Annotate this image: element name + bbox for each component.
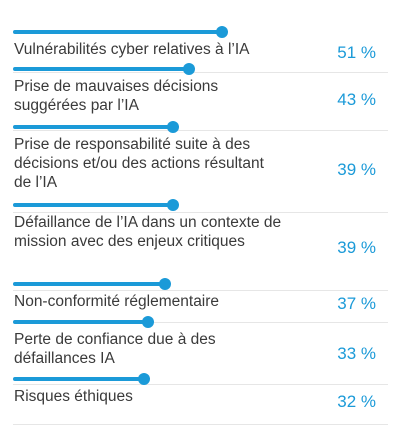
category-label: Défaillance de l’IA dans un contexte de … xyxy=(14,214,282,250)
value-label: 39 % xyxy=(337,238,376,257)
bar-end-dot xyxy=(138,373,151,385)
bar xyxy=(13,203,173,207)
bar xyxy=(13,67,190,71)
bar-end-dot xyxy=(216,26,229,38)
category-label: Perte de confiance due à des défaillance… xyxy=(14,331,216,367)
row-separator xyxy=(13,290,388,291)
bar-end-dot xyxy=(166,199,179,211)
value-label: 51 % xyxy=(337,42,376,62)
row-separator xyxy=(13,384,388,385)
category-label: Vulnérabilités cyber relatives à l’IA xyxy=(14,41,250,58)
bar-end-dot xyxy=(166,121,179,133)
row-separator xyxy=(13,212,388,213)
category-label: Prise de mauvaises décisions suggérées p… xyxy=(14,78,219,114)
bar xyxy=(13,30,223,34)
value-label: 32 % xyxy=(337,392,376,411)
value-label: 39 % xyxy=(337,160,376,179)
category-label: Non-conformité réglementaire xyxy=(14,293,220,310)
row-separator xyxy=(13,322,388,323)
category-label: Risques éthiques xyxy=(14,388,133,405)
bar-end-dot xyxy=(158,278,171,290)
bar-end-dot xyxy=(142,316,155,328)
bar xyxy=(13,377,145,381)
value-label: 43 % xyxy=(337,90,376,109)
row-separator xyxy=(13,424,388,425)
value-label: 37 % xyxy=(337,293,376,313)
value-label: 33 % xyxy=(337,343,376,363)
bar xyxy=(13,320,149,324)
row-separator xyxy=(13,72,388,73)
bar xyxy=(13,282,165,286)
bar-end-dot xyxy=(183,63,196,75)
bar xyxy=(13,125,173,129)
category-label: Prise de responsabilité suite à des déci… xyxy=(14,136,264,191)
row-separator xyxy=(13,130,388,131)
